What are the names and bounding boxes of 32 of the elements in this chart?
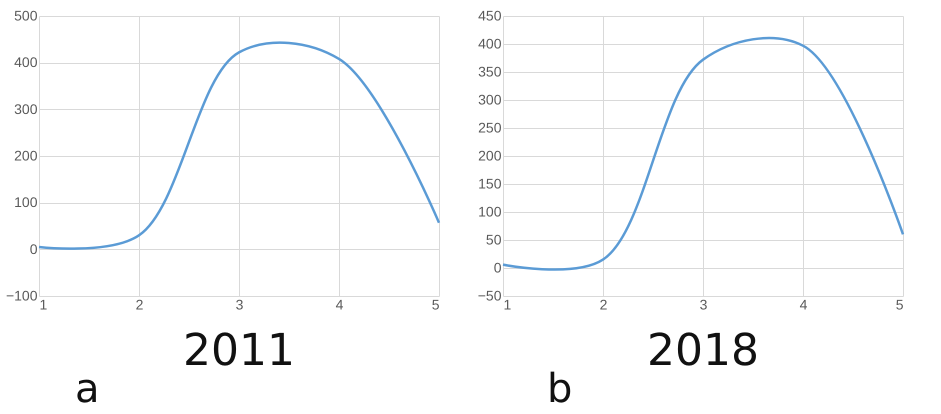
y-tick-label: 50 [486, 232, 502, 248]
y-tick-label: 250 [478, 120, 502, 136]
y-tick-label: 400 [14, 54, 38, 70]
y-tick-label: 0 [30, 240, 38, 257]
y-tick-label: −100 [6, 288, 38, 304]
y-tick-label: 300 [14, 100, 38, 117]
y-tick-label: 450 [478, 8, 502, 24]
x-tick-label: 4 [336, 296, 344, 312]
text: a [75, 366, 100, 412]
text: 2018 [647, 325, 759, 376]
y-tick-label: 300 [478, 92, 502, 108]
x-tick-label: 5 [432, 296, 440, 312]
y-tick-label: 100 [478, 204, 502, 220]
x-tick-label: 4 [800, 296, 808, 312]
x-tick-label: 1 [504, 296, 512, 312]
x-tick-label: 1 [40, 296, 48, 312]
text: 2011 [183, 325, 295, 376]
y-tick-label: 200 [14, 148, 38, 164]
y-tick-label: −50 [478, 288, 502, 304]
x-tick-label: 2 [600, 296, 608, 312]
y-tick-label: 150 [478, 176, 502, 192]
x-tick-label: 3 [700, 296, 708, 312]
x-tick-label: 3 [236, 296, 244, 312]
x-tick-label: 5 [896, 296, 904, 312]
y-tick-label: 400 [478, 36, 502, 52]
y-tick-label: 0 [494, 260, 502, 276]
y-tick-label: 500 [14, 8, 38, 24]
y-tick-label: 200 [478, 148, 502, 164]
text: b [547, 366, 572, 412]
x-tick-label: 2 [136, 296, 144, 312]
y-tick-label: 350 [478, 64, 502, 80]
y-tick-label: 100 [14, 194, 38, 210]
